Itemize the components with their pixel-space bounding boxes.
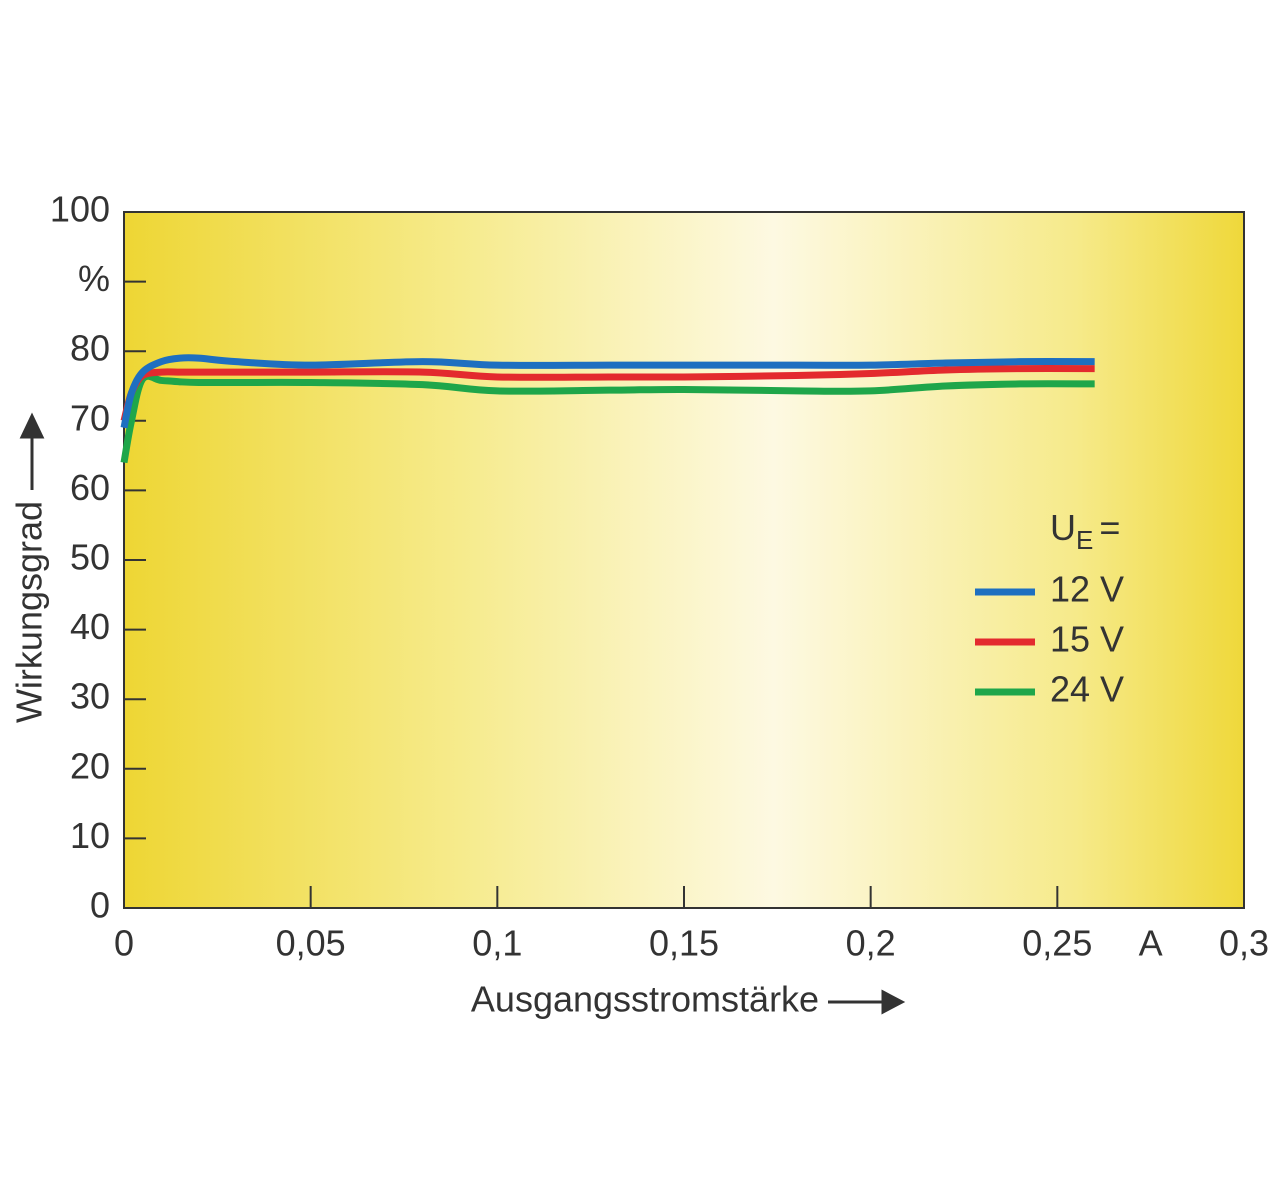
y-tick-label: 10 — [70, 815, 110, 856]
x-tick-label: 0,25 — [1022, 923, 1092, 964]
plot-area — [123, 211, 1245, 909]
y-tick-label: % — [78, 258, 110, 299]
y-tick-label: 0 — [90, 885, 110, 926]
y-tick-label: 70 — [70, 397, 110, 438]
x-tick-label: 0,1 — [472, 923, 522, 964]
legend-label: 12 V — [1050, 569, 1124, 610]
x-tick-label: 0,15 — [649, 923, 719, 964]
y-tick-label: 30 — [70, 676, 110, 717]
y-tick-label: 100 — [50, 189, 110, 230]
legend-title-suffix: = — [1099, 507, 1120, 548]
series-line — [120, 372, 1095, 464]
y-tick-label: 60 — [70, 467, 110, 508]
x-axis-label: Ausgangsstromstärke — [471, 979, 819, 1020]
x-tick-label: 0,05 — [276, 923, 346, 964]
y-tick-label: 20 — [70, 745, 110, 786]
x-tick-label: 0,3 — [1219, 923, 1269, 964]
series-line — [120, 354, 1095, 429]
x-tick-label: 0 — [114, 923, 134, 964]
x-unit: A — [1139, 923, 1163, 964]
y-tick-label: 50 — [70, 537, 110, 578]
legend-label: 15 V — [1050, 619, 1124, 660]
y-tick-label: 80 — [70, 328, 110, 369]
y-tick-label: 40 — [70, 606, 110, 647]
legend-title-sub: E — [1076, 525, 1093, 555]
legend-title: UE = — [1050, 507, 1120, 555]
legend-title-main: U — [1050, 507, 1076, 548]
legend-label: 24 V — [1050, 669, 1124, 710]
x-axis-arrow — [828, 989, 906, 1015]
y-axis-arrow — [19, 412, 45, 490]
x-tick-label: 0,2 — [846, 923, 896, 964]
y-axis-label: Wirkungsgrad — [9, 501, 50, 723]
series-line — [120, 364, 1095, 422]
